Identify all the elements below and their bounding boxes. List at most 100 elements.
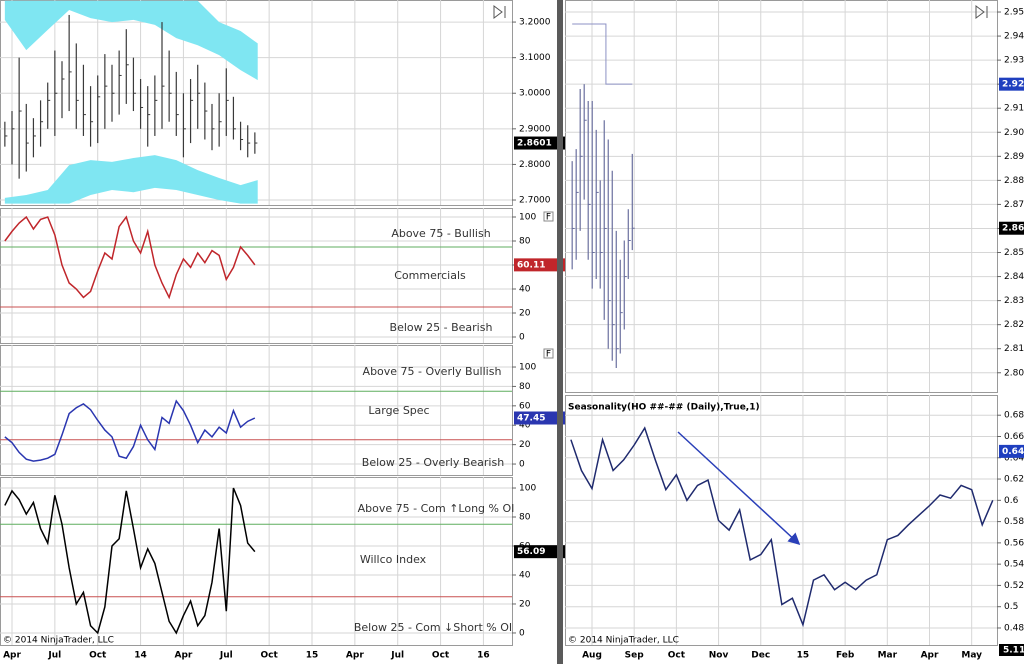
y-tick-label: 2.8800 <box>1004 176 1024 186</box>
panel-icon <box>975 5 988 19</box>
x-tick-label: Oct <box>260 651 278 661</box>
y-tick-label: 2.7000 <box>519 196 551 206</box>
y-tick-label: 3.2000 <box>519 18 551 28</box>
annotation: Willco Index <box>360 553 427 566</box>
panel <box>565 395 998 646</box>
x-tick-label: Dec <box>751 651 770 661</box>
x-tick-label: May <box>961 651 982 661</box>
y-tick-label: 80 <box>519 237 531 247</box>
value-label-box <box>514 258 566 272</box>
y-tick-label: 2.8100 <box>1004 344 1024 354</box>
y-tick-label: 0.5 <box>1004 602 1018 612</box>
panel <box>565 0 998 393</box>
value-label: 0.646 <box>1002 447 1024 457</box>
y-tick-label: 80 <box>519 513 531 523</box>
annotation: Commercials <box>394 269 466 282</box>
x-tick-label: Jul <box>390 651 404 661</box>
y-tick-label: 0 <box>519 628 525 638</box>
y-tick-label: 80 <box>519 382 531 392</box>
value-label: 2.8601 <box>517 139 552 149</box>
badge-box <box>543 348 554 359</box>
badge: F <box>546 350 551 360</box>
annotation: Below 25 - Com ↓Short % OI <box>354 621 512 634</box>
y-tick-label: 2.8000 <box>1004 368 1024 378</box>
corner-label: 5.11 <box>1003 646 1024 656</box>
x-tick-label: Apr <box>346 651 364 661</box>
copyright: © 2014 NinjaTrader, LLC <box>568 636 679 646</box>
panel <box>0 477 513 646</box>
y-tick-label: 0.64 <box>1004 453 1024 463</box>
y-tick-label: 2.9100 <box>1004 104 1024 114</box>
y-tick-label: 2.9400 <box>1004 32 1024 42</box>
y-tick-label: 20 <box>519 599 531 609</box>
y-tick-label: 40 <box>519 285 531 295</box>
y-tick-label: 2.9300 <box>1004 56 1024 66</box>
series-line <box>4 215 256 300</box>
y-tick-label: 2.9000 <box>519 124 551 134</box>
corner-label-box <box>999 644 1024 656</box>
x-tick-label: 15 <box>306 651 319 661</box>
x-tick-label: Apr <box>3 651 21 661</box>
band-area <box>4 0 258 81</box>
value-label-box <box>514 136 566 150</box>
y-tick-label: 20 <box>519 440 531 450</box>
divider <box>557 0 563 664</box>
x-tick-label: Aug <box>582 651 602 661</box>
annotation: Below 25 - Overly Bearish <box>362 456 504 469</box>
step-line <box>572 23 633 85</box>
x-tick-label: 15 <box>797 651 810 661</box>
y-tick-label: 2.9000 <box>1004 128 1024 138</box>
y-tick-label: 0.68 <box>1004 411 1024 421</box>
x-tick-label: Feb <box>836 651 855 661</box>
y-tick-label: 0.56 <box>1004 538 1024 548</box>
badge: F <box>546 213 551 223</box>
y-tick-label: 0.62 <box>1004 475 1024 485</box>
value-label-box <box>999 77 1024 91</box>
y-tick-label: 60 <box>519 401 531 411</box>
annotation: Above 75 - Bullish <box>391 227 490 240</box>
annotation: Large Spec <box>368 404 429 417</box>
x-tick-label: Jul <box>219 651 233 661</box>
y-tick-label: 100 <box>519 363 536 373</box>
y-tick-label: 0.6 <box>1004 496 1019 506</box>
y-tick-label: 20 <box>519 309 531 319</box>
value-label-box <box>514 411 566 425</box>
y-tick-label: 0.58 <box>1004 517 1024 527</box>
value-label: 47.45 <box>517 414 545 424</box>
band-area <box>4 155 258 204</box>
y-tick-label: 40 <box>519 570 531 580</box>
trend-arrow <box>677 431 801 546</box>
series-line <box>4 487 256 635</box>
annotation: Above 75 - Com ↑Long % OI <box>358 502 515 515</box>
x-tick-label: 16 <box>477 651 490 661</box>
y-tick-label: 0.66 <box>1004 432 1024 442</box>
y-tick-label: 2.8300 <box>1004 296 1024 306</box>
annotation: Above 75 - Overly Bullish <box>363 365 502 378</box>
y-tick-label: 0.52 <box>1004 581 1024 591</box>
panel <box>0 208 513 344</box>
x-tick-label: 14 <box>134 651 147 661</box>
value-label-box <box>999 444 1024 458</box>
annotation: Below 25 - Bearish <box>390 321 493 334</box>
y-tick-label: 2.9500 <box>1004 8 1024 18</box>
y-tick-label: 2.8000 <box>519 160 551 170</box>
y-tick-label: 2.8900 <box>1004 152 1024 162</box>
value-label: 2.8601 <box>1002 224 1024 234</box>
value-label: 56.09 <box>517 547 545 557</box>
y-tick-label: 0 <box>519 460 525 470</box>
y-tick-label: 0.48 <box>1004 623 1024 633</box>
x-tick-label: Mar <box>878 651 898 661</box>
y-tick-label: 3.1000 <box>519 53 551 63</box>
copyright: © 2014 NinjaTrader, LLC <box>3 636 114 646</box>
x-tick-label: Apr <box>921 651 939 661</box>
value-label: 2.92 <box>1002 80 1024 90</box>
y-tick-label: 2.8200 <box>1004 320 1024 330</box>
x-tick-label: Oct <box>668 651 686 661</box>
x-tick-label: Oct <box>432 651 450 661</box>
y-tick-label: 2.8700 <box>1004 200 1024 210</box>
y-tick-label: 100 <box>519 213 536 223</box>
x-tick-label: Nov <box>709 651 729 661</box>
